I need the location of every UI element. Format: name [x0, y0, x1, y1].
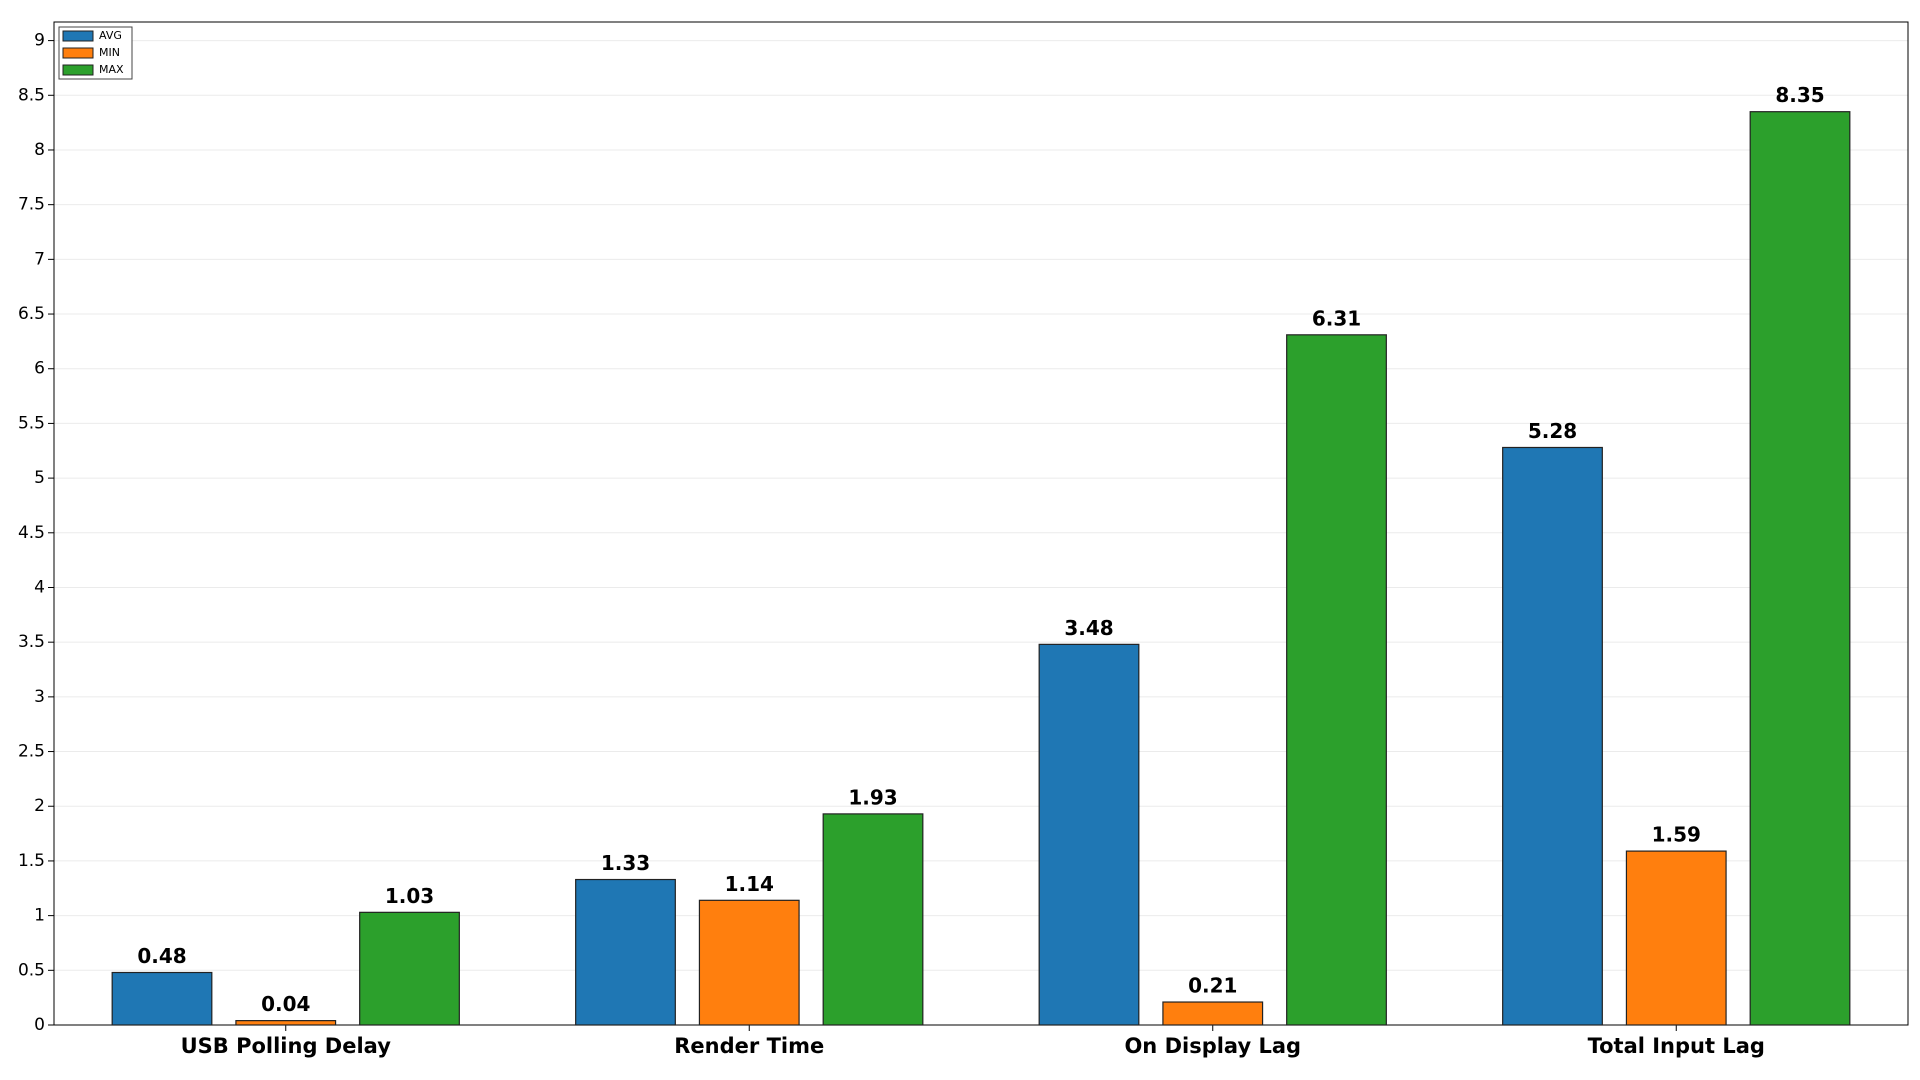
- y-tick-label: 7: [34, 249, 45, 269]
- bar: [698, 899, 800, 1026]
- value-label: 1.03: [385, 884, 434, 908]
- legend: AVG MIN MAX: [58, 26, 133, 80]
- bar: [1038, 643, 1140, 1026]
- x-tick-label: On Display Lag: [1124, 1034, 1301, 1058]
- legend-label: MIN: [99, 46, 120, 59]
- y-tick-label: 9: [34, 31, 45, 51]
- y-tick-label: 1: [34, 906, 45, 926]
- value-label: 0.04: [261, 992, 310, 1016]
- bar: [1749, 111, 1851, 1026]
- y-tick-label: 3.5: [18, 632, 45, 652]
- value-label: 3.48: [1064, 616, 1113, 640]
- y-tick-label: 2: [34, 796, 45, 816]
- plot-frame: [53, 21, 1909, 1026]
- y-tick-label: 5: [34, 468, 45, 488]
- x-tick-label: Total Input Lag: [1588, 1034, 1765, 1058]
- bar: [575, 878, 676, 1026]
- value-label: 0.21: [1188, 974, 1237, 998]
- value-label: 1.33: [601, 851, 650, 875]
- legend-swatch: [62, 64, 94, 76]
- legend-swatch: [62, 30, 94, 42]
- bar: [1502, 446, 1603, 1026]
- bar: [1625, 850, 1727, 1026]
- bar: [1286, 334, 1387, 1026]
- value-label: 1.14: [725, 872, 774, 896]
- legend-swatch: [62, 47, 94, 59]
- y-tick-label: 7.5: [18, 195, 45, 215]
- value-label: 8.35: [1775, 83, 1824, 107]
- y-tick-label: 4.5: [18, 523, 45, 543]
- y-tick-label: 8: [34, 140, 45, 160]
- y-tick-label: 1.5: [18, 851, 45, 871]
- y-tick-label: 5.5: [18, 413, 45, 433]
- bar: [822, 813, 924, 1026]
- value-label: 6.31: [1312, 306, 1361, 330]
- y-tick-label: 4: [34, 577, 45, 597]
- value-label: 1.93: [848, 785, 897, 809]
- y-tick-label: 2.5: [18, 742, 45, 762]
- value-label: 5.28: [1528, 419, 1577, 443]
- y-tick-label: 6: [34, 359, 45, 379]
- legend-label: AVG: [99, 29, 122, 42]
- value-label: 0.48: [137, 944, 186, 968]
- x-tick-label: Render Time: [674, 1034, 824, 1058]
- y-tick-label: 0: [34, 1015, 45, 1035]
- y-tick-label: 8.5: [18, 85, 45, 105]
- bar: [235, 1020, 337, 1026]
- bar: [111, 971, 213, 1026]
- y-tick-label: 6.5: [18, 304, 45, 324]
- bar: [1162, 1001, 1264, 1026]
- y-tick-label: 0.5: [18, 960, 45, 980]
- y-tick-label: 3: [34, 687, 45, 707]
- x-tick-label: USB Polling Delay: [181, 1034, 392, 1058]
- legend-label: MAX: [99, 63, 124, 76]
- bar: [359, 911, 460, 1026]
- value-label: 1.59: [1652, 823, 1701, 847]
